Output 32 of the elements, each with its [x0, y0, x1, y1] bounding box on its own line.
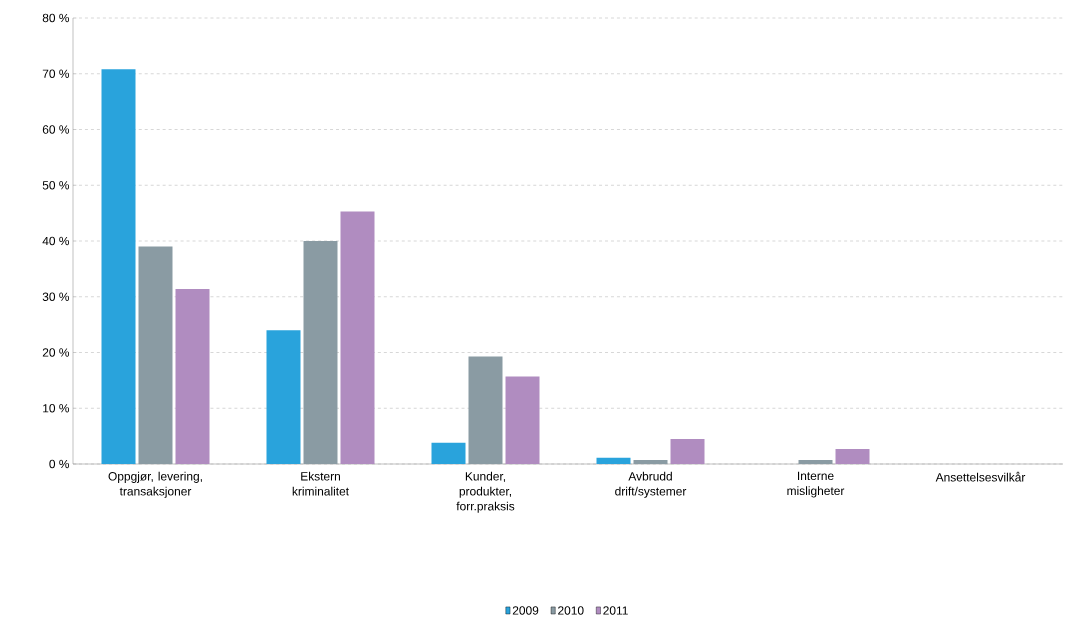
bar: [340, 211, 375, 464]
x-tick-label: Ansettelsesvilkår: [935, 471, 1026, 482]
bar: [835, 448, 870, 464]
y-tick-label: 40 %: [42, 236, 70, 246]
bar: [798, 460, 833, 464]
y-tick-label: 60 %: [42, 125, 70, 134]
bar: [468, 356, 503, 464]
legend-label: 2009: [512, 606, 539, 615]
x-tick-label: Avbrudd drift/systemer: [615, 471, 687, 498]
x-tick-label: Interne misligheter: [787, 471, 845, 498]
bar: [670, 438, 705, 464]
y-tick-label: 50 %: [42, 181, 70, 190]
bar: [596, 457, 631, 464]
bar: [101, 69, 136, 464]
bar: [431, 442, 466, 464]
y-tick-label: 20 %: [42, 348, 70, 357]
legend-label: 2010: [558, 606, 584, 615]
bar: [175, 288, 210, 464]
y-tick-label: 10 %: [43, 404, 70, 413]
y-tick-label: 80 %: [42, 13, 70, 23]
bar: [505, 376, 540, 464]
y-tick-label: 0 %: [49, 459, 70, 469]
x-tick-label: Ekstern kriminalitet: [292, 471, 349, 496]
y-tick-label: 70 %: [42, 69, 70, 78]
bar: [138, 246, 173, 464]
bar: [633, 460, 668, 464]
y-tick-label: 30 %: [42, 292, 70, 301]
x-tick-label: Kunder, produkter, forr.praksis: [456, 471, 515, 513]
bar: [266, 330, 301, 464]
legend-label: 2011: [603, 606, 628, 615]
x-tick-label: Oppgjør, levering, transaksjoner: [108, 471, 202, 498]
bar: [303, 241, 338, 464]
